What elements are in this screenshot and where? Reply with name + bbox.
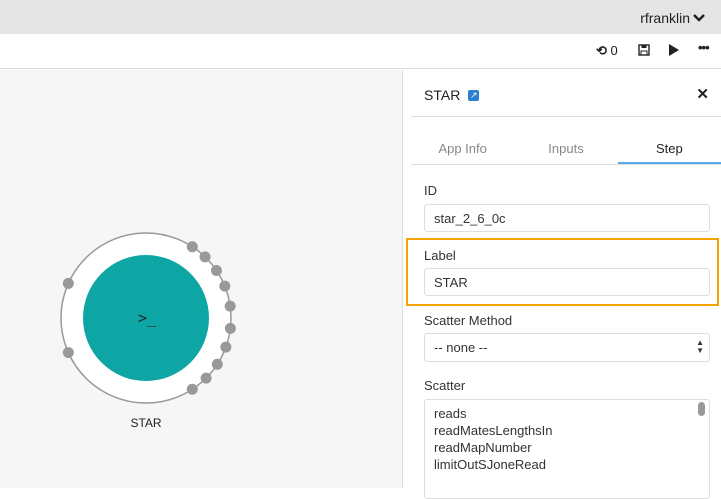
history-icon: ⟲	[596, 43, 607, 58]
output-port[interactable]	[224, 322, 236, 334]
panel-title-text: STAR	[424, 87, 461, 103]
highlight-box	[406, 238, 719, 306]
username: rfranklin	[640, 10, 690, 26]
external-link-icon[interactable]: ↗	[468, 89, 480, 101]
output-port[interactable]	[186, 241, 198, 253]
output-port[interactable]	[186, 383, 198, 395]
id-input[interactable]: star_2_6_0c	[424, 204, 710, 232]
user-menu[interactable]: rfranklin	[640, 10, 705, 26]
scatter-method-value: -- none --	[434, 340, 488, 355]
divider	[411, 116, 721, 117]
workflow-canvas[interactable]: >_ STAR	[0, 70, 402, 488]
scatter-list[interactable]: reads readMatesLengthsIn readMapNumber l…	[424, 399, 710, 499]
list-item[interactable]: readMapNumber	[434, 440, 532, 455]
input-port[interactable]	[62, 277, 74, 289]
scatter-method-select[interactable]: -- none -- ▲ ▼	[424, 333, 710, 362]
label-label: Label	[424, 248, 456, 263]
id-label: ID	[424, 183, 437, 198]
input-port[interactable]	[62, 347, 74, 359]
output-port[interactable]	[199, 251, 211, 263]
tab-bar: App Info Inputs Step	[411, 134, 721, 165]
output-port[interactable]	[220, 341, 232, 353]
terminal-icon: >_	[138, 309, 157, 327]
scrollbar[interactable]	[698, 402, 705, 416]
select-arrows-icon: ▲ ▼	[696, 338, 704, 355]
panel-title: STAR ↗	[424, 87, 480, 103]
output-port[interactable]	[200, 372, 212, 384]
workflow-graph: >_ STAR	[60, 232, 236, 430]
list-item[interactable]: readMatesLengthsIn	[434, 423, 553, 438]
toolbar: ⟲ 0 •••	[0, 34, 721, 69]
step-inspector-panel: STAR ↗ ✕ App Info Inputs Step ID star_2_…	[402, 70, 721, 499]
workflow-node[interactable]: >_	[60, 232, 236, 404]
node-label: STAR	[130, 416, 161, 430]
scatter-method-label: Scatter Method	[424, 313, 513, 328]
tab-inputs[interactable]: Inputs	[548, 141, 584, 156]
output-port[interactable]	[224, 300, 236, 312]
save-icon[interactable]	[638, 44, 650, 56]
output-port[interactable]	[210, 264, 222, 276]
close-icon[interactable]: ✕	[696, 86, 709, 103]
tab-app-info[interactable]: App Info	[438, 141, 487, 156]
list-item[interactable]: limitOutSJoneRead	[434, 457, 546, 472]
run-icon[interactable]	[668, 44, 679, 56]
list-item[interactable]: reads	[434, 406, 467, 421]
output-port[interactable]	[219, 280, 231, 292]
top-bar: rfranklin	[0, 0, 721, 34]
chevron-down-icon	[693, 14, 705, 22]
label-input[interactable]: STAR	[424, 268, 710, 296]
output-port[interactable]	[211, 358, 223, 370]
revision-history-button[interactable]: ⟲ 0	[596, 43, 618, 59]
node-body	[83, 255, 209, 381]
revision-count: 0	[610, 43, 618, 58]
more-options-icon[interactable]: •••	[698, 40, 710, 55]
tab-step[interactable]: Step	[617, 134, 721, 164]
scatter-label: Scatter	[424, 378, 466, 393]
